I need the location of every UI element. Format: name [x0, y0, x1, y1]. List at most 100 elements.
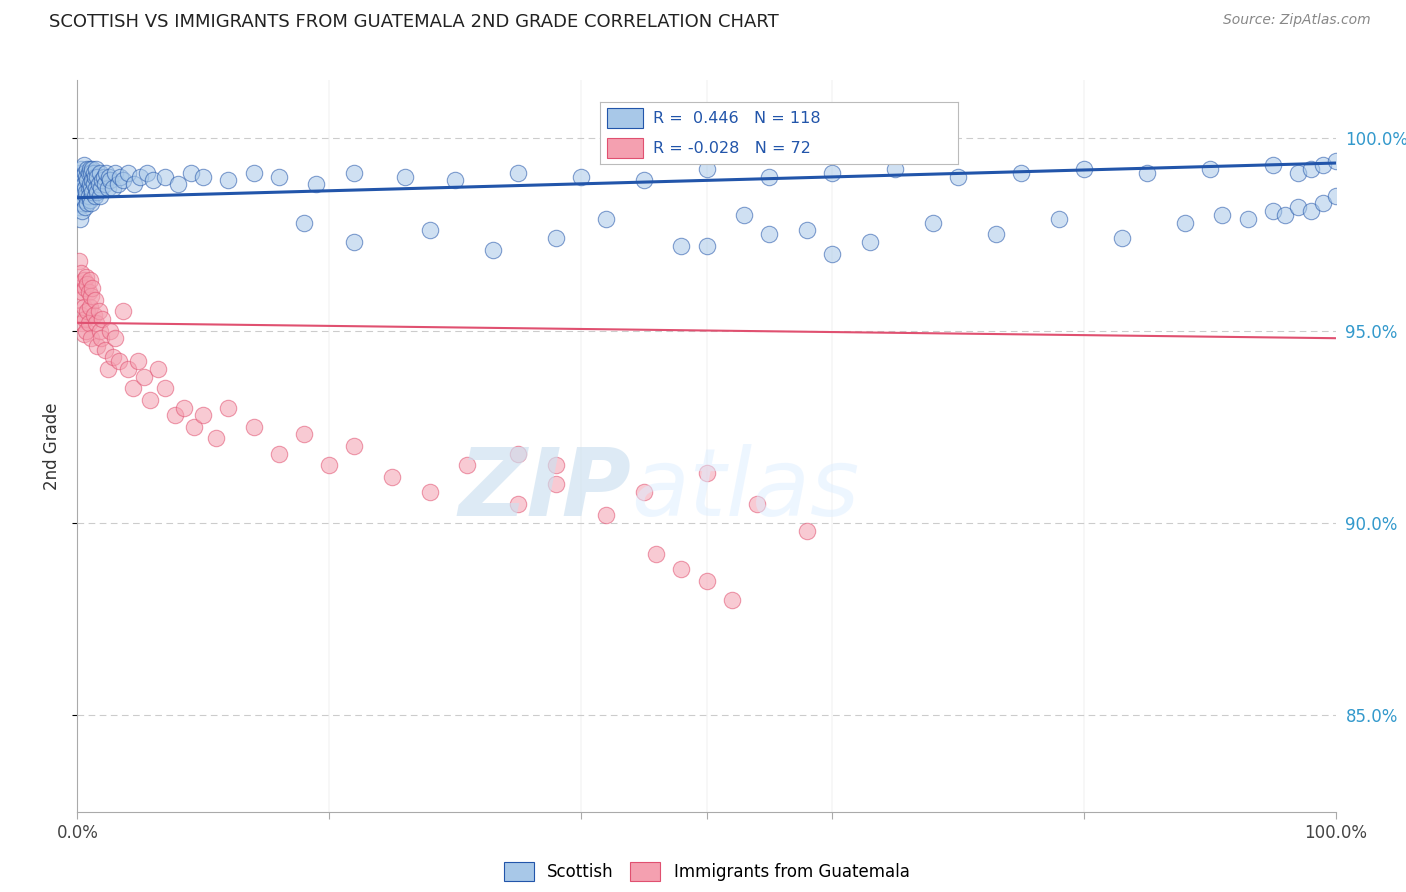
- Point: [796, 223, 818, 237]
- Point: [183, 419, 205, 434]
- Point: [86, 169, 108, 184]
- Point: [94, 178, 117, 192]
- Point: [292, 427, 315, 442]
- Point: [82, 161, 104, 176]
- Point: [80, 289, 103, 303]
- Point: [83, 178, 105, 192]
- Point: [75, 188, 97, 202]
- Point: [456, 458, 478, 473]
- Text: ZIP: ZIP: [458, 444, 631, 536]
- Point: [72, 316, 94, 330]
- Point: [72, 204, 94, 219]
- Point: [481, 243, 503, 257]
- Point: [96, 362, 118, 376]
- Point: [645, 547, 668, 561]
- Point: [76, 196, 98, 211]
- Point: [117, 166, 139, 180]
- Point: [69, 277, 91, 292]
- Point: [84, 169, 107, 184]
- Text: R =  0.446   N = 118: R = 0.446 N = 118: [654, 111, 821, 126]
- Point: [94, 343, 117, 357]
- Point: [1010, 166, 1032, 180]
- Point: [79, 193, 101, 207]
- Point: [1199, 161, 1222, 176]
- Point: [79, 161, 101, 176]
- Point: [72, 327, 94, 342]
- Point: [79, 273, 101, 287]
- Point: [146, 362, 169, 376]
- Point: [84, 161, 107, 176]
- Point: [86, 185, 108, 199]
- Point: [108, 169, 131, 184]
- Point: [73, 281, 96, 295]
- Y-axis label: 2nd Grade: 2nd Grade: [44, 402, 62, 490]
- Text: SCOTTISH VS IMMIGRANTS FROM GUATEMALA 2ND GRADE CORRELATION CHART: SCOTTISH VS IMMIGRANTS FROM GUATEMALA 2N…: [49, 13, 779, 31]
- Point: [633, 485, 655, 500]
- Point: [343, 166, 366, 180]
- Point: [191, 408, 215, 422]
- Point: [671, 239, 693, 253]
- Point: [97, 169, 120, 184]
- Point: [76, 277, 98, 292]
- Point: [73, 181, 96, 195]
- Point: [633, 173, 655, 187]
- Point: [104, 166, 127, 180]
- Point: [122, 178, 145, 192]
- Point: [1324, 154, 1347, 169]
- Point: [217, 173, 239, 187]
- Point: [1286, 200, 1309, 214]
- Point: [73, 200, 96, 214]
- Point: [70, 308, 93, 322]
- Point: [544, 477, 567, 491]
- Point: [544, 458, 567, 473]
- Point: [696, 239, 718, 253]
- Point: [1299, 204, 1322, 219]
- Point: [343, 235, 366, 249]
- Point: [267, 169, 290, 184]
- Point: [89, 324, 111, 338]
- Point: [569, 169, 592, 184]
- Point: [76, 173, 98, 187]
- Point: [82, 185, 104, 199]
- Point: [75, 324, 97, 338]
- Point: [67, 254, 90, 268]
- Point: [101, 181, 124, 195]
- Point: [1136, 166, 1159, 180]
- Point: [69, 211, 91, 226]
- Point: [73, 166, 96, 180]
- Point: [821, 166, 844, 180]
- Point: [305, 178, 328, 192]
- Point: [77, 181, 100, 195]
- Point: [83, 166, 105, 180]
- Point: [76, 161, 98, 176]
- Point: [696, 574, 718, 588]
- Point: [80, 181, 103, 195]
- Point: [90, 181, 112, 195]
- Point: [108, 354, 131, 368]
- Point: [69, 293, 91, 307]
- Point: [77, 285, 100, 299]
- Point: [70, 196, 93, 211]
- Point: [121, 381, 143, 395]
- Point: [80, 166, 103, 180]
- Point: [167, 178, 190, 192]
- Point: [696, 161, 718, 176]
- Point: [343, 439, 366, 453]
- Point: [1261, 204, 1284, 219]
- Point: [984, 227, 1007, 242]
- Point: [87, 304, 110, 318]
- Point: [267, 447, 290, 461]
- Point: [1261, 158, 1284, 172]
- Point: [98, 324, 121, 338]
- Point: [318, 458, 340, 473]
- Point: [381, 470, 404, 484]
- Point: [79, 178, 101, 192]
- Point: [720, 593, 742, 607]
- Point: [77, 316, 100, 330]
- Point: [796, 524, 818, 538]
- Point: [1073, 161, 1095, 176]
- Point: [72, 169, 94, 184]
- Point: [242, 419, 264, 434]
- Point: [595, 508, 617, 523]
- Point: [1312, 196, 1334, 211]
